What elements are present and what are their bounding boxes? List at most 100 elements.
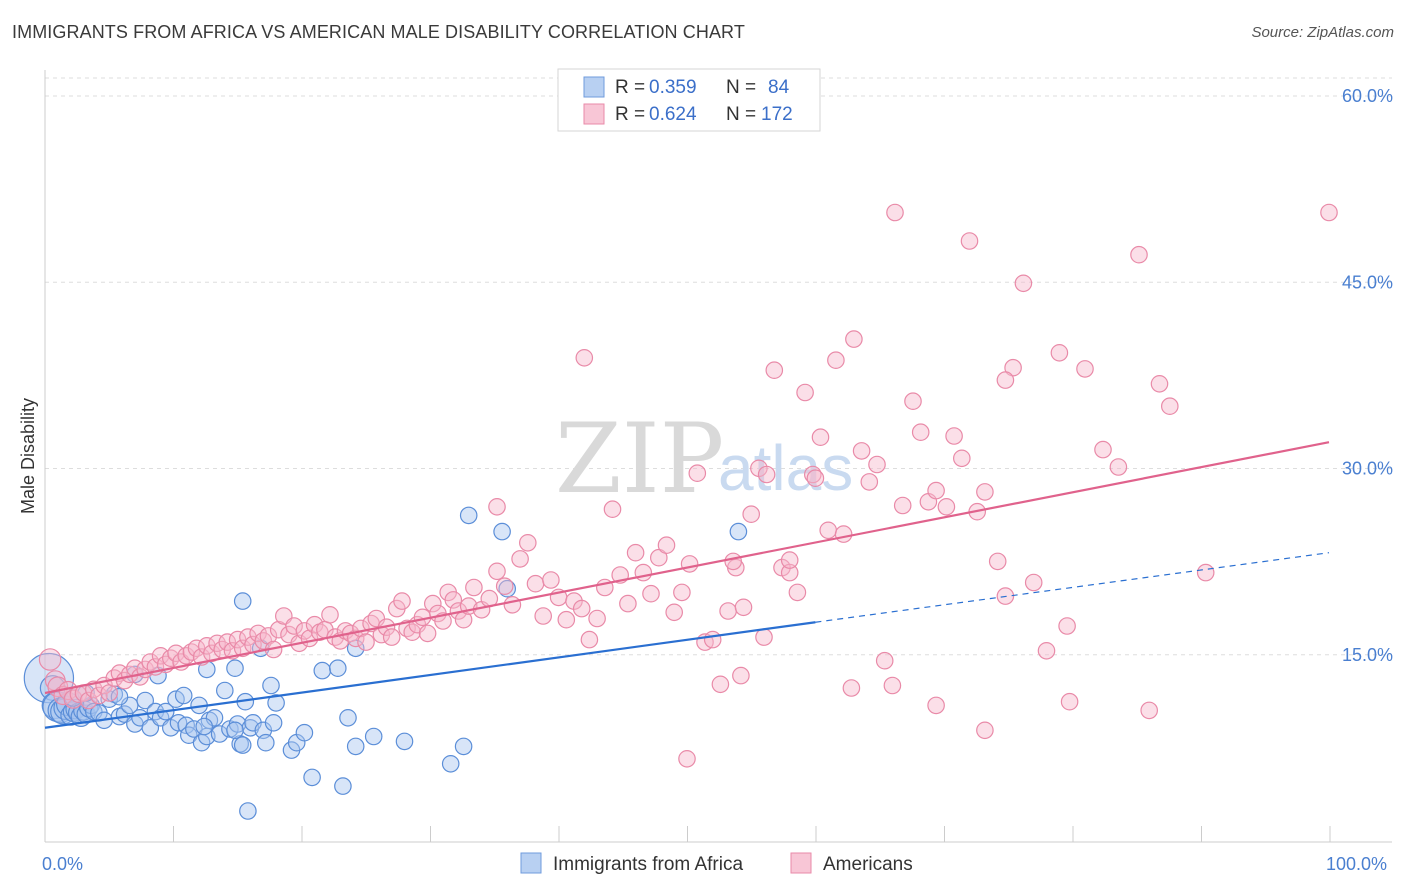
americans-point-48 bbox=[285, 617, 303, 635]
y-axis-label: Male Disability bbox=[18, 398, 38, 514]
immigrants-point-77 bbox=[498, 579, 516, 598]
source-label: Source: ZipAtlas.com bbox=[1251, 24, 1394, 41]
americans-point-55 bbox=[321, 605, 339, 624]
trend-line-immigrants-projection bbox=[815, 552, 1330, 623]
watermark-atlas: atlas bbox=[718, 432, 853, 504]
legend-n-value-2: 172 bbox=[761, 104, 793, 125]
immigrants-point-59 bbox=[262, 676, 280, 695]
immigrants-point-70 bbox=[346, 737, 365, 756]
immigrants-point-60 bbox=[264, 713, 283, 732]
americans-point-35 bbox=[218, 633, 237, 651]
americans-point-83 bbox=[465, 578, 483, 597]
americans-point-152 bbox=[1014, 274, 1033, 293]
americans-point-88 bbox=[503, 595, 522, 614]
americans-point-107 bbox=[649, 548, 668, 567]
immigrants-point-82 bbox=[110, 687, 129, 706]
immigrants-point-80 bbox=[195, 717, 213, 736]
americans-point-0 bbox=[38, 648, 62, 671]
americans-point-137 bbox=[886, 203, 904, 222]
immigrants-point-48 bbox=[226, 659, 244, 677]
americans-point-86 bbox=[488, 562, 506, 581]
americans-point-160 bbox=[1130, 245, 1148, 264]
legend-swatch-immigrants bbox=[583, 76, 605, 98]
americans-point-8 bbox=[79, 691, 98, 710]
immigrants-point-58 bbox=[256, 733, 275, 752]
americans-point-143 bbox=[937, 497, 956, 516]
immigrants-point-54 bbox=[239, 802, 257, 820]
americans-point-118 bbox=[734, 598, 753, 617]
americans-point-156 bbox=[1060, 692, 1079, 711]
americans-point-170 bbox=[842, 679, 861, 697]
immigrants-point-72 bbox=[395, 732, 414, 751]
americans-point-154 bbox=[1037, 641, 1056, 660]
americans-point-122 bbox=[765, 361, 784, 379]
bottom-legend-label-immigrants: Immigrants from Africa bbox=[553, 854, 743, 875]
americans-point-149 bbox=[988, 552, 1007, 571]
americans-point-139 bbox=[904, 392, 922, 410]
americans-point-109 bbox=[665, 603, 683, 622]
americans-point-176 bbox=[806, 469, 825, 487]
legend-n-label-2: N = bbox=[726, 104, 756, 125]
trend-line-immigrants bbox=[44, 621, 816, 729]
americans-point-167 bbox=[724, 552, 742, 571]
americans-point-98 bbox=[580, 630, 599, 649]
americans-point-79 bbox=[444, 591, 463, 609]
series-immigrants-points bbox=[23, 506, 748, 820]
americans-point-175 bbox=[755, 628, 773, 646]
americans-point-121 bbox=[757, 465, 776, 484]
trend-line-americans bbox=[44, 441, 1330, 695]
americans-point-104 bbox=[626, 543, 645, 562]
americans-point-161 bbox=[1140, 701, 1158, 720]
americans-point-171 bbox=[976, 721, 994, 740]
chart-title: IMMIGRANTS FROM AFRICA VS AMERICAN MALE … bbox=[12, 22, 745, 42]
americans-point-148 bbox=[976, 483, 994, 501]
americans-point-144 bbox=[945, 427, 963, 445]
watermark-zip: ZIP bbox=[555, 403, 724, 515]
x-tick-label-min: 0.0% bbox=[42, 854, 83, 874]
americans-point-87 bbox=[495, 577, 514, 595]
legend-n-value-1: 84 bbox=[768, 77, 790, 98]
americans-point-24 bbox=[162, 649, 180, 667]
bottom-legend-label-americans: Americans bbox=[823, 854, 913, 875]
americans-point-159 bbox=[1109, 458, 1128, 476]
immigrants-point-52 bbox=[233, 736, 252, 754]
legend-swatch-americans bbox=[583, 103, 605, 125]
immigrants-point-71 bbox=[364, 727, 383, 746]
legend-r-label-2: R = bbox=[615, 104, 645, 125]
americans-point-116 bbox=[719, 602, 737, 620]
americans-point-178 bbox=[1058, 617, 1076, 635]
americans-point-131 bbox=[834, 525, 853, 543]
americans-point-133 bbox=[852, 442, 871, 460]
americans-point-124 bbox=[780, 563, 799, 582]
y-tick-label-0: 15.0% bbox=[1342, 645, 1393, 665]
americans-point-142 bbox=[927, 481, 945, 500]
americans-point-132 bbox=[845, 330, 863, 348]
americans-point-22 bbox=[151, 646, 170, 665]
x-ticks bbox=[173, 826, 1331, 842]
americans-point-126 bbox=[796, 383, 814, 402]
americans-point-115 bbox=[711, 675, 730, 694]
americans-point-158 bbox=[1094, 440, 1112, 459]
americans-point-177 bbox=[996, 371, 1015, 389]
immigrants-point-39 bbox=[185, 720, 203, 738]
immigrants-point-27 bbox=[136, 691, 154, 710]
americans-point-173 bbox=[678, 749, 696, 768]
immigrants-point-66 bbox=[313, 661, 332, 680]
immigrants-point-76 bbox=[493, 522, 511, 541]
immigrants-point-67 bbox=[328, 659, 347, 677]
americans-point-179 bbox=[1150, 374, 1169, 393]
americans-point-90 bbox=[518, 533, 537, 552]
immigrants-point-53 bbox=[241, 718, 260, 737]
americans-point-93 bbox=[542, 571, 560, 589]
immigrants-point-64 bbox=[295, 723, 314, 742]
americans-point-162 bbox=[1161, 397, 1179, 415]
y-tick-labels: 15.0% 30.0% 45.0% 60.0% bbox=[1342, 86, 1393, 665]
immigrants-point-20 bbox=[100, 690, 118, 708]
immigrants-point-68 bbox=[334, 777, 352, 795]
y-tick-label-1: 30.0% bbox=[1342, 459, 1393, 479]
immigrants-point-85 bbox=[233, 592, 252, 610]
americans-point-119 bbox=[742, 505, 760, 523]
legend-r-label-1: R = bbox=[615, 77, 645, 98]
americans-point-62 bbox=[357, 633, 375, 651]
immigrants-point-69 bbox=[339, 708, 357, 727]
